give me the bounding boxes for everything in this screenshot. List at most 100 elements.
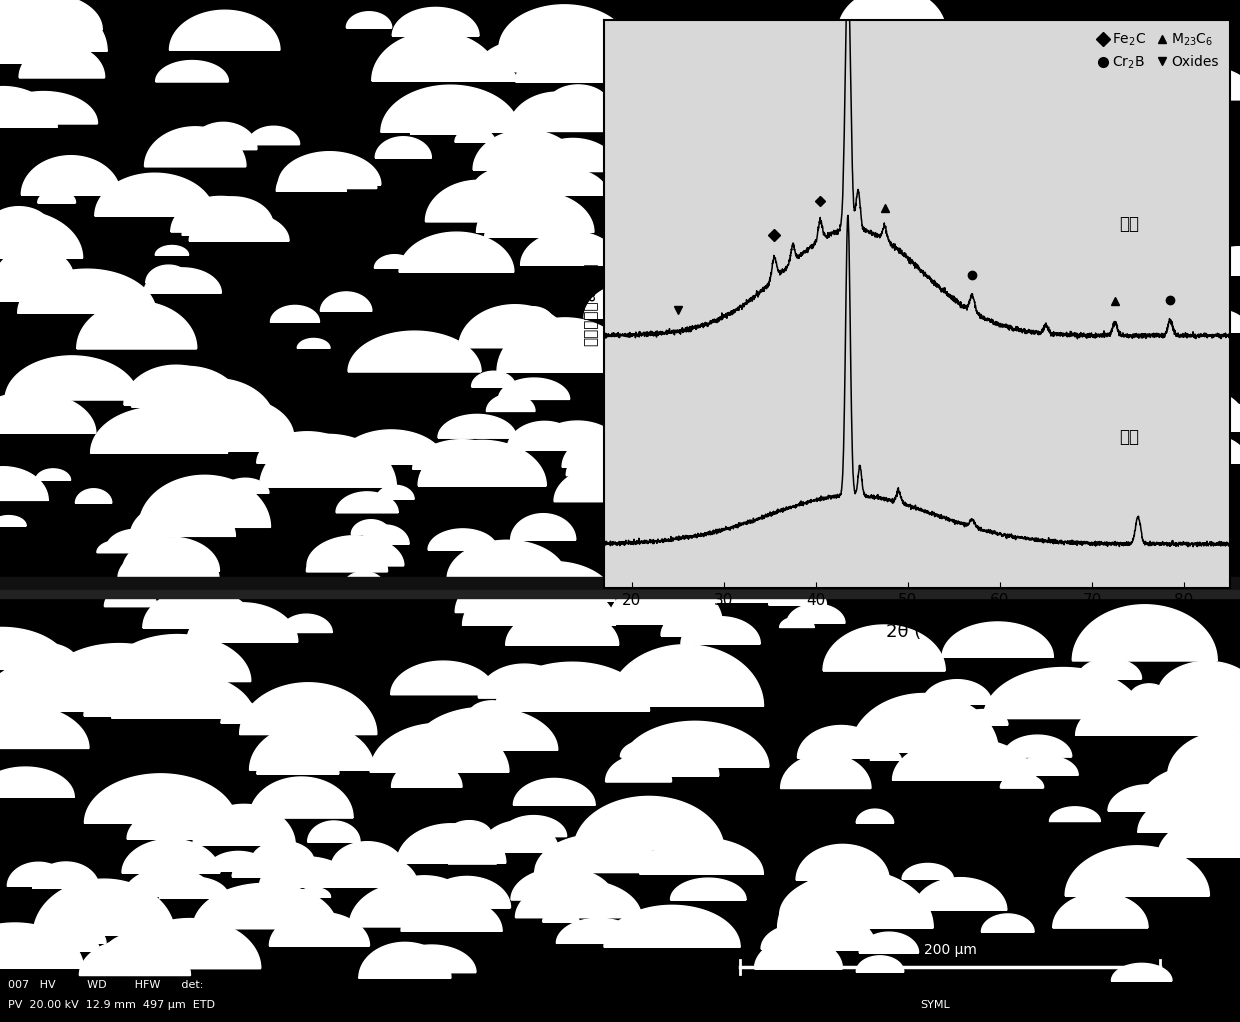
Polygon shape — [1171, 717, 1219, 734]
Polygon shape — [859, 152, 920, 177]
Polygon shape — [498, 5, 630, 48]
Polygon shape — [1145, 511, 1190, 527]
Polygon shape — [455, 128, 495, 142]
Polygon shape — [1087, 456, 1205, 495]
Polygon shape — [942, 622, 1053, 657]
Polygon shape — [1019, 391, 1052, 405]
Polygon shape — [823, 625, 945, 670]
Polygon shape — [270, 306, 320, 322]
Polygon shape — [621, 722, 769, 766]
Polygon shape — [511, 868, 614, 899]
Polygon shape — [187, 508, 233, 525]
Polygon shape — [0, 92, 98, 124]
Polygon shape — [1138, 387, 1240, 419]
Polygon shape — [172, 398, 294, 437]
Polygon shape — [410, 115, 471, 134]
Polygon shape — [423, 877, 511, 908]
Polygon shape — [383, 876, 466, 900]
Polygon shape — [72, 652, 145, 677]
Polygon shape — [1074, 258, 1183, 296]
Polygon shape — [399, 232, 513, 272]
Polygon shape — [391, 661, 496, 695]
Y-axis label: 衍射强度（a.u.）: 衍射强度（a.u.） — [583, 263, 599, 345]
Polygon shape — [480, 821, 559, 852]
Polygon shape — [536, 421, 620, 449]
Polygon shape — [1065, 846, 1209, 895]
Legend: Fe$_2$C, Cr$_2$B, M$_{23}$C$_6$, Oxides: Fe$_2$C, Cr$_2$B, M$_{23}$C$_6$, Oxides — [1094, 28, 1223, 76]
Polygon shape — [122, 839, 219, 873]
Polygon shape — [123, 538, 219, 571]
Polygon shape — [475, 456, 525, 471]
Polygon shape — [418, 440, 547, 485]
Polygon shape — [397, 824, 506, 863]
Polygon shape — [217, 424, 286, 451]
Polygon shape — [160, 877, 229, 898]
Polygon shape — [608, 578, 723, 624]
Polygon shape — [471, 371, 516, 386]
Polygon shape — [649, 350, 678, 359]
Polygon shape — [193, 804, 295, 845]
Polygon shape — [477, 41, 563, 72]
Polygon shape — [221, 705, 279, 723]
Polygon shape — [372, 32, 500, 81]
Polygon shape — [605, 561, 678, 587]
Polygon shape — [131, 366, 242, 407]
Polygon shape — [1164, 434, 1240, 463]
Polygon shape — [547, 85, 609, 106]
Polygon shape — [931, 487, 1048, 531]
Polygon shape — [711, 41, 802, 76]
Polygon shape — [331, 842, 403, 867]
Polygon shape — [7, 863, 69, 886]
Polygon shape — [694, 96, 804, 141]
Polygon shape — [17, 269, 156, 313]
Polygon shape — [1028, 22, 1094, 49]
Polygon shape — [0, 0, 76, 43]
Polygon shape — [1076, 697, 1204, 735]
Polygon shape — [376, 485, 414, 499]
Polygon shape — [675, 322, 765, 354]
Polygon shape — [401, 897, 502, 931]
Polygon shape — [94, 173, 215, 216]
Polygon shape — [413, 439, 511, 469]
Polygon shape — [392, 7, 479, 36]
Polygon shape — [443, 750, 475, 761]
Polygon shape — [139, 475, 270, 527]
Polygon shape — [872, 736, 910, 748]
Polygon shape — [857, 956, 904, 972]
Text: SYML: SYML — [920, 1000, 950, 1010]
Polygon shape — [797, 726, 885, 757]
Polygon shape — [346, 11, 392, 28]
Polygon shape — [0, 704, 89, 748]
Polygon shape — [1078, 658, 1142, 679]
Polygon shape — [37, 190, 76, 202]
Polygon shape — [193, 883, 337, 928]
Polygon shape — [337, 430, 445, 464]
Polygon shape — [1109, 785, 1189, 810]
Polygon shape — [893, 738, 1035, 780]
Polygon shape — [156, 378, 275, 425]
Polygon shape — [84, 681, 172, 716]
Polygon shape — [1221, 840, 1240, 850]
Polygon shape — [574, 796, 724, 849]
Polygon shape — [838, 0, 946, 33]
Polygon shape — [370, 724, 508, 772]
Polygon shape — [278, 151, 381, 185]
Polygon shape — [521, 231, 620, 265]
Text: 2θ (°): 2θ (°) — [885, 623, 937, 642]
Polygon shape — [516, 168, 608, 195]
Polygon shape — [222, 478, 269, 494]
Polygon shape — [506, 609, 619, 645]
Polygon shape — [851, 694, 998, 752]
Polygon shape — [155, 245, 188, 256]
Polygon shape — [0, 211, 83, 259]
Polygon shape — [30, 929, 99, 950]
Polygon shape — [104, 635, 250, 682]
Polygon shape — [469, 701, 515, 714]
Polygon shape — [554, 467, 653, 502]
Polygon shape — [719, 405, 750, 416]
Polygon shape — [298, 438, 339, 454]
Polygon shape — [511, 307, 554, 323]
Polygon shape — [557, 918, 641, 943]
Polygon shape — [392, 760, 463, 787]
Polygon shape — [1058, 565, 1120, 591]
